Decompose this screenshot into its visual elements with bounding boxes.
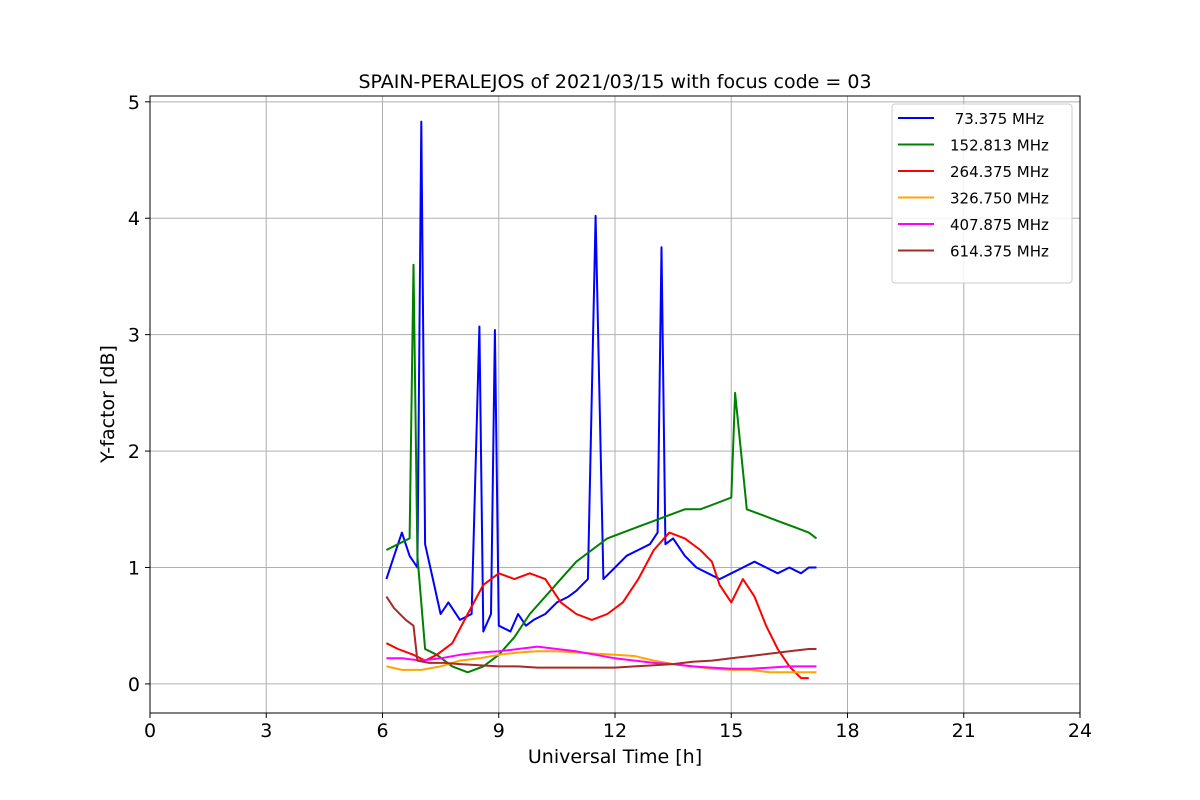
legend-label: 614.375 MHz bbox=[950, 243, 1049, 261]
legend-label: 326.750 MHz bbox=[950, 190, 1049, 208]
y-tick-label: 0 bbox=[128, 674, 140, 696]
x-tick-label: 24 bbox=[1068, 720, 1092, 742]
series-line-264-375-mhz bbox=[385, 531, 809, 680]
y-axis-label: Y-factor [dB] bbox=[97, 345, 119, 464]
x-tick-label: 0 bbox=[144, 720, 156, 742]
legend-label: 407.875 MHz bbox=[950, 216, 1049, 234]
series-line-326-750-mhz bbox=[386, 650, 817, 674]
y-tick-label: 2 bbox=[128, 441, 140, 463]
x-tick-label: 21 bbox=[952, 720, 976, 742]
y-tick-label: 1 bbox=[128, 557, 140, 579]
legend-label: 73.375 MHz bbox=[950, 110, 1044, 128]
x-tick-label: 18 bbox=[835, 720, 859, 742]
legend: 73.375 MHz 152.813 MHz 264.375 MHz 326.750 … bbox=[891, 103, 1073, 284]
data-series bbox=[385, 120, 818, 680]
series-line-73-375-mhz bbox=[385, 120, 817, 633]
x-tick-label: 3 bbox=[260, 720, 272, 742]
y-tick-label: 5 bbox=[128, 92, 140, 114]
series-line-407-875-mhz bbox=[386, 645, 817, 670]
legend-label: 152.813 MHz bbox=[950, 137, 1049, 155]
chart-title: SPAIN-PERALEJOS of 2021/03/15 with focus… bbox=[358, 71, 871, 93]
y-tick-label: 4 bbox=[128, 208, 140, 230]
legend-box bbox=[891, 103, 1073, 284]
x-tick-label: 9 bbox=[493, 720, 505, 742]
x-tick-label: 6 bbox=[376, 720, 388, 742]
x-axis-label: Universal Time [h] bbox=[528, 746, 702, 768]
y-tick-label: 3 bbox=[128, 325, 140, 347]
legend-label: 264.375 MHz bbox=[950, 163, 1049, 181]
x-tick-label: 15 bbox=[719, 720, 743, 742]
x-tick-label: 12 bbox=[603, 720, 627, 742]
series-line-152-813-mhz bbox=[385, 263, 818, 674]
series-line-614-375-mhz bbox=[385, 596, 817, 669]
